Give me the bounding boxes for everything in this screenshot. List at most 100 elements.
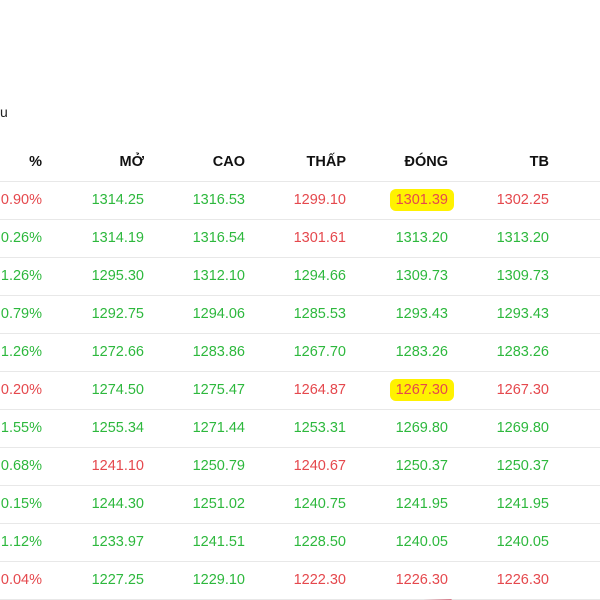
- cell-high: 1251.02: [160, 486, 245, 523]
- cell-change-percent: 0.68%: [0, 448, 42, 485]
- cell-close: 1283.26: [360, 334, 448, 371]
- cell-close: 1250.37: [360, 448, 448, 485]
- cell-change-percent: 0.26%: [0, 220, 42, 257]
- cell-value: 1.55%: [0, 420, 42, 436]
- cropped-label-fragment: u: [0, 104, 8, 120]
- cell-value: 1271.44: [192, 420, 245, 436]
- cell-value: 1293.43: [395, 306, 448, 322]
- cell-value: 1302.25: [496, 192, 549, 208]
- table-row[interactable]: 1.55% 1255.34 1271.44 1253.31 1269.80 1269.80: [0, 410, 600, 448]
- cell-change-percent: 0.20%: [0, 372, 42, 409]
- cell-close: 1293.43: [360, 296, 448, 333]
- table-row[interactable]: 0.26% 1314.19 1316.54 1301.61 1313.20 1313.20: [0, 220, 600, 258]
- cell-change-percent: 0.90%: [0, 182, 42, 219]
- cell-value: 1251.02: [192, 496, 245, 512]
- cell-low: 1264.87: [260, 372, 346, 409]
- cell-value: 1275.47: [192, 382, 245, 398]
- cell-change-percent: 1.55%: [0, 410, 42, 447]
- cell-value: 1240.67: [293, 458, 346, 474]
- cell-value: 1.26%: [0, 344, 42, 360]
- cell-change-percent: 1.26%: [0, 258, 42, 295]
- table-row[interactable]: 1.12% 1233.97 1241.51 1228.50 1240.05 1240.05: [0, 524, 600, 562]
- cell-change-percent: 1.12%: [0, 524, 42, 561]
- cell-value: 1309.73: [496, 268, 549, 284]
- cell-value: 1272.66: [91, 344, 144, 360]
- cell-value: 0.90%: [0, 192, 42, 208]
- cell-value: 1267.70: [293, 344, 346, 360]
- cell-average: 1313.20: [460, 220, 549, 257]
- cell-high: 1241.51: [160, 524, 245, 561]
- header-open[interactable]: MỞ: [119, 154, 144, 170]
- cell-value: 1228.50: [293, 534, 346, 550]
- cell-high: 1275.47: [160, 372, 245, 409]
- cell-value: 1244.30: [91, 496, 144, 512]
- cell-low: 1222.30: [260, 562, 346, 599]
- table-row[interactable]: 0.20% 1274.50 1275.47 1264.87 1267.30 1267.30: [0, 372, 600, 410]
- cell-value: 1250.37: [395, 458, 448, 474]
- cell-average: 1241.95: [460, 486, 549, 523]
- cell-value: 1229.10: [192, 572, 245, 588]
- cell-value: 1269.80: [496, 420, 549, 436]
- cell-average: 1250.37: [460, 448, 549, 485]
- table-row[interactable]: 1.26% 1272.66 1283.86 1267.70 1283.26 1283.26: [0, 334, 600, 372]
- cell-value: 1294.66: [293, 268, 346, 284]
- cell-value: 1283.26: [395, 344, 448, 360]
- cell-open: 1233.97: [60, 524, 144, 561]
- cell-value: 1226.30: [496, 572, 549, 588]
- cell-value: 0.79%: [0, 306, 42, 322]
- cell-average: 1309.73: [460, 258, 549, 295]
- cell-low: 1240.67: [260, 448, 346, 485]
- header-average[interactable]: TB: [529, 154, 549, 170]
- table-row[interactable]: 0.15% 1244.30 1251.02 1240.75 1241.95 1241.95: [0, 486, 600, 524]
- header-high[interactable]: CAO: [212, 154, 245, 170]
- highlighted-value: 1301.39: [389, 189, 454, 211]
- cell-low: 1267.70: [260, 334, 346, 371]
- cell-average: 1293.43: [460, 296, 549, 333]
- table-row[interactable]: 1.26% 1295.30 1312.10 1294.66 1309.73 1309.73: [0, 258, 600, 296]
- cell-open: 1244.30: [60, 486, 144, 523]
- cell-average: 1283.26: [460, 334, 549, 371]
- cell-open: 1314.25: [60, 182, 144, 219]
- cell-open: 1295.30: [60, 258, 144, 295]
- cell-value: 1316.53: [192, 192, 245, 208]
- cell-change-percent: 0.04%: [0, 562, 42, 599]
- cell-value: 1241.51: [192, 534, 245, 550]
- cell-value: 1264.87: [293, 382, 346, 398]
- cell-value: 1295.30: [91, 268, 144, 284]
- cell-low: 1240.75: [260, 486, 346, 523]
- cell-value: 1314.19: [91, 230, 144, 246]
- cell-value: 1267.30: [496, 382, 549, 398]
- cell-value: 1233.97: [91, 534, 144, 550]
- cell-low: 1294.66: [260, 258, 346, 295]
- header-low[interactable]: THẤP: [306, 154, 346, 170]
- cell-open: 1241.10: [60, 448, 144, 485]
- header-close[interactable]: ĐÓNG: [404, 154, 449, 170]
- cell-low: 1253.31: [260, 410, 346, 447]
- cell-value: 1240.05: [496, 534, 549, 550]
- cell-close: 1269.80: [360, 410, 448, 447]
- cell-value: 1299.10: [293, 192, 346, 208]
- cell-value: 1241.10: [91, 458, 144, 474]
- cell-average: 1240.05: [460, 524, 549, 561]
- cell-open: 1227.25: [60, 562, 144, 599]
- table-row[interactable]: 0.90% 1314.25 1316.53 1299.10 1301.39 1302.25: [0, 182, 600, 220]
- cell-high: 1283.86: [160, 334, 245, 371]
- table-row[interactable]: 0.68% 1241.10 1250.79 1240.67 1250.37 1250.37: [0, 448, 600, 486]
- cell-high: 1316.53: [160, 182, 245, 219]
- price-history-table: % MỞ CAO THẤP ĐÓNG TB 0.90% 1314.25 1316.5…: [0, 144, 600, 600]
- table-row[interactable]: 0.04% 1227.25 1229.10 1222.30 1226.30 1226.30: [0, 562, 600, 600]
- header-change-percent[interactable]: %: [29, 154, 42, 170]
- cell-average: 1302.25: [460, 182, 549, 219]
- cell-value: 1269.80: [395, 420, 448, 436]
- table-row[interactable]: 0.79% 1292.75 1294.06 1285.53 1293.43 1293.43: [0, 296, 600, 334]
- cell-value: 1250.79: [192, 458, 245, 474]
- cell-value: 1227.25: [91, 572, 144, 588]
- cell-close: 1309.73: [360, 258, 448, 295]
- cell-value: 1253.31: [293, 420, 346, 436]
- cell-change-percent: 0.79%: [0, 296, 42, 333]
- cell-open: 1292.75: [60, 296, 144, 333]
- cell-change-percent: 1.26%: [0, 334, 42, 371]
- table-body: 0.90% 1314.25 1316.53 1299.10 1301.39 1302.25…: [0, 182, 600, 600]
- cell-value: 0.68%: [0, 458, 42, 474]
- cell-open: 1272.66: [60, 334, 144, 371]
